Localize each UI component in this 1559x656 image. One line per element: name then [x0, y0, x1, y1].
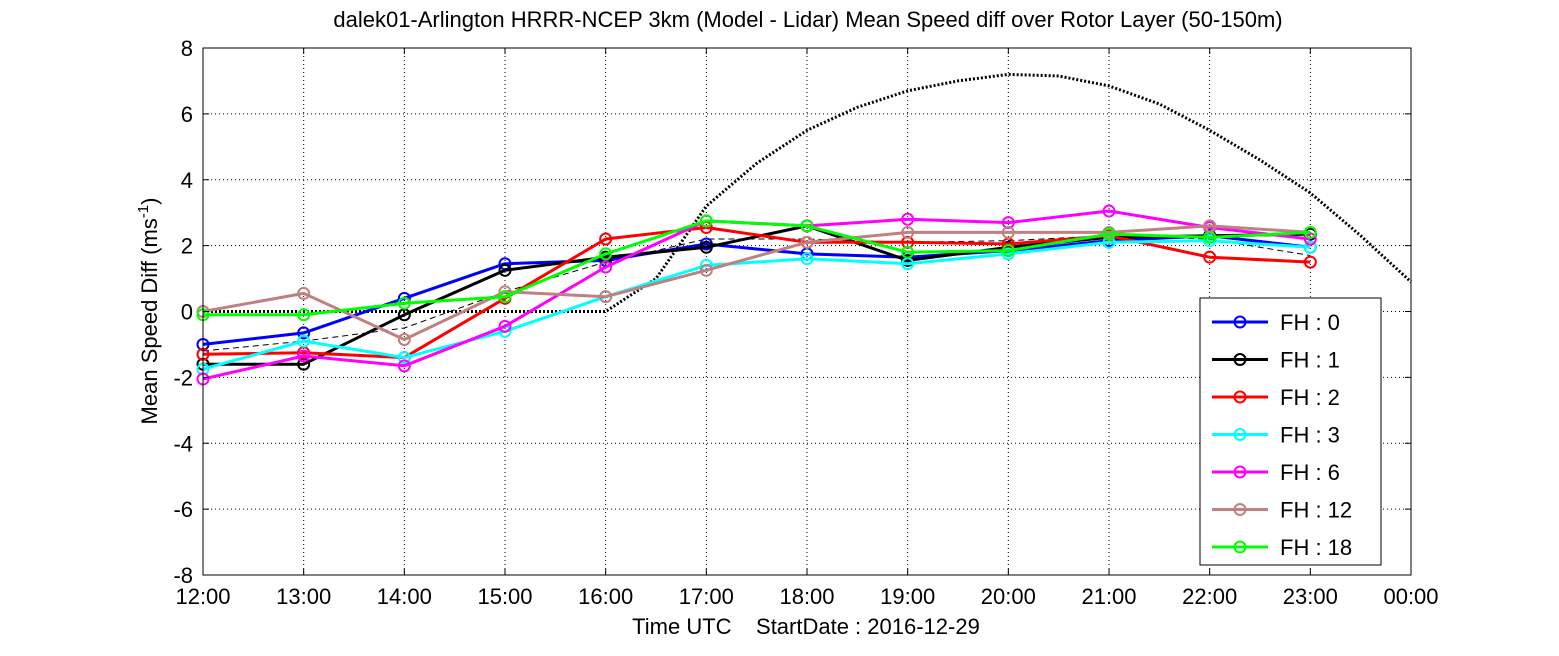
x-tick-label: 23:00: [1283, 584, 1338, 609]
data-point: [297, 326, 311, 340]
legend: FH : 0 FH : 1 FH : 2 FH : 3 FH : 6 FH : 12 FH …: [1199, 297, 1382, 566]
data-point: [397, 296, 411, 310]
data-point: [498, 263, 512, 277]
data-point: [1102, 227, 1116, 241]
y-tick-label: -4: [173, 431, 193, 456]
series-fh-0: [196, 229, 1317, 351]
data-point: [1303, 240, 1317, 254]
series-fh-6: [196, 204, 1317, 386]
x-axis-ticks: 12:00 13:00 14:00 15:00 16:00 17:00 18:00 19:00…: [175, 48, 1439, 609]
x-tick-label: 15:00: [477, 584, 532, 609]
series-line: [202, 239, 1311, 371]
y-axis-label-superscript: -1: [135, 205, 152, 218]
chart-title: dalek01-Arlington HRRR-NCEP 3km (Model -…: [333, 7, 1282, 32]
data-point: [1303, 255, 1317, 269]
data-point: [297, 334, 311, 348]
legend-box: [1199, 297, 1382, 566]
x-tick-label: 22:00: [1182, 584, 1237, 609]
data-point: [1001, 244, 1015, 258]
x-tick-label: 12:00: [175, 584, 230, 609]
data-point: [1102, 235, 1116, 249]
legend-label: FH : 3: [1280, 423, 1340, 448]
data-point: [297, 308, 311, 322]
data-point: [599, 290, 613, 304]
x-tick-label: 17:00: [679, 584, 734, 609]
series-line: [203, 224, 1311, 366]
x-tick-label: 13:00: [276, 584, 331, 609]
data-point: [599, 260, 613, 274]
y-tick-label: -2: [173, 365, 193, 390]
data-point: [1102, 204, 1116, 218]
series-line: [202, 226, 1311, 360]
data-point: [599, 232, 613, 246]
data-point: [1001, 225, 1015, 239]
data-point: [397, 359, 411, 373]
series-line: [203, 219, 1311, 317]
data-point: [1001, 216, 1015, 230]
legend-label: FH : 1: [1280, 348, 1340, 373]
data-point: [901, 212, 915, 226]
y-tick-label: 6: [181, 102, 193, 127]
y-tick-label: 8: [181, 36, 193, 61]
legend-label: FH : 12: [1280, 498, 1352, 523]
series-fh-18: [196, 214, 1317, 322]
data-point: [699, 263, 713, 277]
x-tick-label: 20:00: [981, 584, 1036, 609]
data-point: [297, 349, 311, 363]
y-tick-label: 4: [181, 168, 193, 193]
data-point: [901, 225, 915, 239]
x-tick-label: 19:00: [880, 584, 935, 609]
series-line: [202, 234, 1311, 346]
legend-swatch-marker: [1233, 503, 1247, 516]
legend-label: FH : 18: [1280, 535, 1352, 560]
data-point: [1203, 250, 1217, 264]
y-axis-label-close: ): [137, 198, 162, 205]
legend-swatch-marker: [1233, 390, 1247, 404]
legend-label: FH : 2: [1280, 385, 1340, 410]
x-tick-label: 18:00: [779, 584, 834, 609]
x-tick-label: 14:00: [377, 584, 432, 609]
y-tick-label: 2: [181, 234, 193, 259]
y-tick-label: -6: [173, 497, 193, 522]
series-line: [202, 224, 1311, 341]
data-point: [1203, 230, 1217, 244]
data-point: [1303, 225, 1317, 239]
y-axis-ticks: 8 6 4 2 0 -2 -4 -6 -8: [173, 36, 1411, 588]
data-point: [800, 219, 814, 233]
data-point: [498, 290, 512, 304]
y-axis-label-main: Mean Speed Diff (ms: [137, 218, 162, 424]
legend-swatch-marker: [1233, 540, 1247, 554]
y-tick-label: -8: [173, 563, 193, 588]
legend-swatch-marker: [1233, 353, 1247, 366]
x-tick-label: 21:00: [1081, 584, 1136, 609]
y-tick-label: 0: [181, 300, 193, 325]
x-tick-label: 00:00: [1383, 584, 1438, 609]
data-point: [800, 252, 814, 266]
data-point: [397, 332, 411, 346]
data-point: [901, 245, 915, 259]
data-point: [397, 351, 411, 365]
reference-curve-dotted: [203, 72, 1413, 313]
data-point: [297, 286, 311, 300]
legend-swatch-marker: [1233, 315, 1247, 329]
x-tick-label: 16:00: [578, 584, 633, 609]
legend-swatch-marker: [1233, 428, 1247, 441]
data-series: [196, 204, 1317, 386]
y-axis-label: Mean Speed Diff (ms-1): [135, 198, 162, 425]
data-point: [699, 214, 713, 228]
data-point: [599, 247, 613, 261]
data-point: [498, 319, 512, 333]
legend-label: FH : 0: [1280, 310, 1340, 335]
grid-lines: [203, 48, 1411, 575]
legend-label: FH : 6: [1280, 460, 1340, 485]
legend-swatch-marker: [1233, 465, 1247, 479]
data-point: [901, 235, 915, 249]
x-axis-label: Time UTC StartDate : 2016-12-29: [632, 614, 980, 639]
data-point: [800, 235, 814, 249]
data-point: [699, 240, 713, 254]
